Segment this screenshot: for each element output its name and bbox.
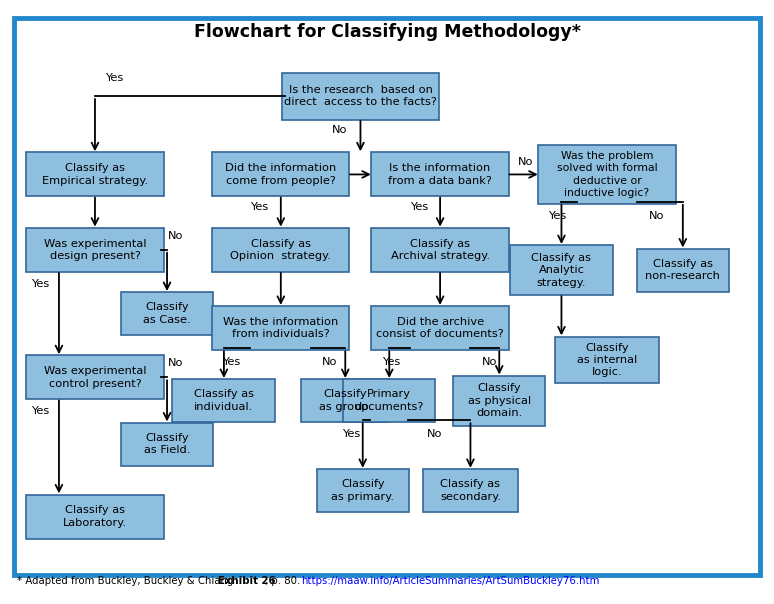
Text: No: No xyxy=(167,358,183,368)
Text: Yes: Yes xyxy=(104,74,123,83)
FancyBboxPatch shape xyxy=(26,152,163,196)
FancyBboxPatch shape xyxy=(317,469,409,512)
Text: Is the research  based on
direct  access to the facts?: Is the research based on direct access t… xyxy=(284,85,437,108)
Text: Was experimental
design present?: Was experimental design present? xyxy=(43,239,146,261)
Text: Yes: Yes xyxy=(342,429,361,439)
Text: Yes: Yes xyxy=(31,279,49,289)
Text: Yes: Yes xyxy=(222,357,241,367)
Text: Classify
as group.: Classify as group. xyxy=(319,390,372,412)
FancyBboxPatch shape xyxy=(510,245,613,295)
Text: * Adapted from Buckley, Buckley & Chiang: * Adapted from Buckley, Buckley & Chiang xyxy=(17,576,236,586)
Text: , p. 80.: , p. 80. xyxy=(265,576,307,586)
FancyBboxPatch shape xyxy=(423,469,519,512)
Text: Yes: Yes xyxy=(382,357,400,367)
Text: Classify as
Archival strategy.: Classify as Archival strategy. xyxy=(391,239,490,261)
Text: Was experimental
control present?: Was experimental control present? xyxy=(43,366,146,388)
Text: Classify
as physical
domain.: Classify as physical domain. xyxy=(467,383,531,418)
Text: Classify as
Empirical strategy.: Classify as Empirical strategy. xyxy=(42,163,148,185)
Text: Yes: Yes xyxy=(409,202,428,211)
FancyBboxPatch shape xyxy=(301,379,389,422)
FancyBboxPatch shape xyxy=(122,292,213,335)
Text: Yes: Yes xyxy=(31,406,49,416)
FancyBboxPatch shape xyxy=(212,152,349,196)
Text: Classify
as Case.: Classify as Case. xyxy=(143,303,191,325)
Text: Was the problem
solved with formal
deductive or
inductive logic?: Was the problem solved with formal deduc… xyxy=(557,151,657,198)
FancyBboxPatch shape xyxy=(372,306,509,350)
Text: Primary
documents?: Primary documents? xyxy=(354,390,424,412)
FancyBboxPatch shape xyxy=(637,249,728,292)
Text: No: No xyxy=(167,231,183,240)
Text: Classify as
Analytic
strategy.: Classify as Analytic strategy. xyxy=(532,252,591,288)
Text: Did the information
come from people?: Did the information come from people? xyxy=(225,163,337,185)
FancyBboxPatch shape xyxy=(539,145,676,204)
FancyBboxPatch shape xyxy=(556,336,659,384)
FancyBboxPatch shape xyxy=(212,228,349,272)
Text: Classify as
individual.: Classify as individual. xyxy=(194,390,254,412)
Text: Flowchart for Classifying Methodology*: Flowchart for Classifying Methodology* xyxy=(194,24,580,42)
FancyBboxPatch shape xyxy=(173,379,276,422)
Text: Classify
as Field.: Classify as Field. xyxy=(144,433,190,455)
Text: Did the archive
consist of documents?: Did the archive consist of documents? xyxy=(376,317,504,339)
Text: No: No xyxy=(331,125,347,135)
Text: No: No xyxy=(518,158,533,167)
Text: No: No xyxy=(649,211,664,220)
FancyBboxPatch shape xyxy=(454,376,545,425)
FancyBboxPatch shape xyxy=(26,355,163,399)
Text: No: No xyxy=(481,357,497,367)
FancyBboxPatch shape xyxy=(26,228,163,272)
Text: Classify
as primary.: Classify as primary. xyxy=(331,479,394,502)
Text: Classify as
Laboratory.: Classify as Laboratory. xyxy=(63,506,127,528)
FancyBboxPatch shape xyxy=(26,495,163,539)
Text: https://maaw.info/ArticleSummaries/ArtSumBuckley76.htm: https://maaw.info/ArticleSummaries/ArtSu… xyxy=(301,576,600,586)
Text: Classify as
non-research: Classify as non-research xyxy=(646,259,721,281)
Text: No: No xyxy=(322,357,338,367)
Text: Was the information
from individuals?: Was the information from individuals? xyxy=(223,317,338,339)
FancyBboxPatch shape xyxy=(283,72,439,120)
Text: No: No xyxy=(427,429,443,439)
FancyBboxPatch shape xyxy=(372,152,509,196)
Text: Yes: Yes xyxy=(251,202,269,211)
Text: Exhibit 26: Exhibit 26 xyxy=(217,576,276,586)
Text: Classify as
secondary.: Classify as secondary. xyxy=(440,479,501,502)
FancyBboxPatch shape xyxy=(122,423,213,466)
Text: Is the information
from a data bank?: Is the information from a data bank? xyxy=(388,163,492,185)
Text: Classify as
Opinion  strategy.: Classify as Opinion strategy. xyxy=(231,239,331,261)
FancyBboxPatch shape xyxy=(212,306,349,350)
FancyBboxPatch shape xyxy=(344,379,435,422)
Text: Classify
as internal
logic.: Classify as internal logic. xyxy=(577,342,637,378)
Text: Yes: Yes xyxy=(549,211,567,220)
FancyBboxPatch shape xyxy=(372,228,509,272)
